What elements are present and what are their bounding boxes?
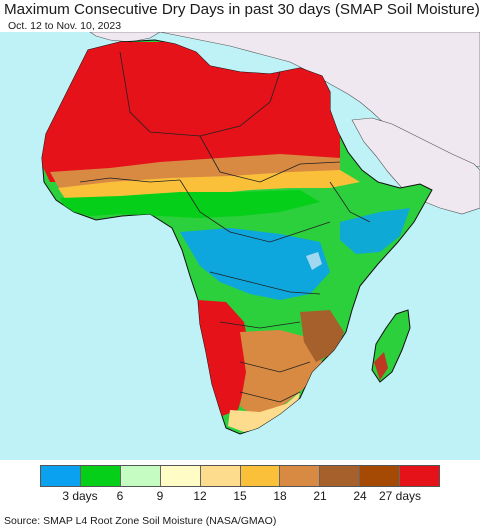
legend-swatch-4 (160, 466, 201, 486)
guinea-coast-wet (60, 190, 320, 218)
map-title: Maximum Consecutive Dry Days in past 30 … (4, 1, 480, 18)
legend-swatch-3 (120, 466, 161, 486)
botswana-brown (240, 330, 322, 418)
map-panel (0, 32, 480, 460)
legend-ticks: 3 days 6 9 12 15 18 21 24 27 days (0, 489, 480, 505)
legend-swatch-9 (360, 466, 401, 486)
arabian-peninsula (351, 117, 480, 215)
south-africa-mixed (228, 392, 300, 432)
country-borders (79, 51, 371, 403)
source-credit: Source: SMAP L4 Root Zone Soil Moisture … (4, 515, 277, 527)
legend-swatch-1 (41, 466, 81, 486)
sahara-dry-zone (42, 42, 340, 182)
legend-tick-label: 18 (273, 489, 287, 503)
africa-map (0, 32, 480, 460)
date-range: Oct. 12 to Nov. 10, 2023 (8, 20, 122, 32)
legend-swatch-6 (240, 466, 281, 486)
legend-swatch-8 (320, 466, 361, 486)
legend-tick-label: 3 days (62, 489, 98, 503)
legend-tick-label: 21 (313, 489, 327, 503)
legend-swatch-7 (280, 466, 321, 486)
legend-swatch-2 (80, 466, 121, 486)
legend-tick-label: 24 (353, 489, 367, 503)
legend-swatch-10 (400, 466, 440, 486)
horn-wet (340, 208, 410, 254)
legend-tick-label: 12 (193, 489, 207, 503)
madagascar-dry-east (374, 352, 388, 380)
legend-tick-label: 6 (116, 489, 124, 503)
legend-swatch-5 (200, 466, 241, 486)
legend-tick-label: 9 (156, 489, 164, 503)
congo-basin-wet (180, 228, 330, 300)
legend-tick-label: 27 days (378, 489, 422, 503)
legend-colorbar (40, 465, 440, 487)
namibia-dry (198, 300, 250, 416)
lake-victoria (306, 252, 322, 270)
mozambique-dry (300, 310, 344, 362)
legend-tick-label: 15 (233, 489, 247, 503)
